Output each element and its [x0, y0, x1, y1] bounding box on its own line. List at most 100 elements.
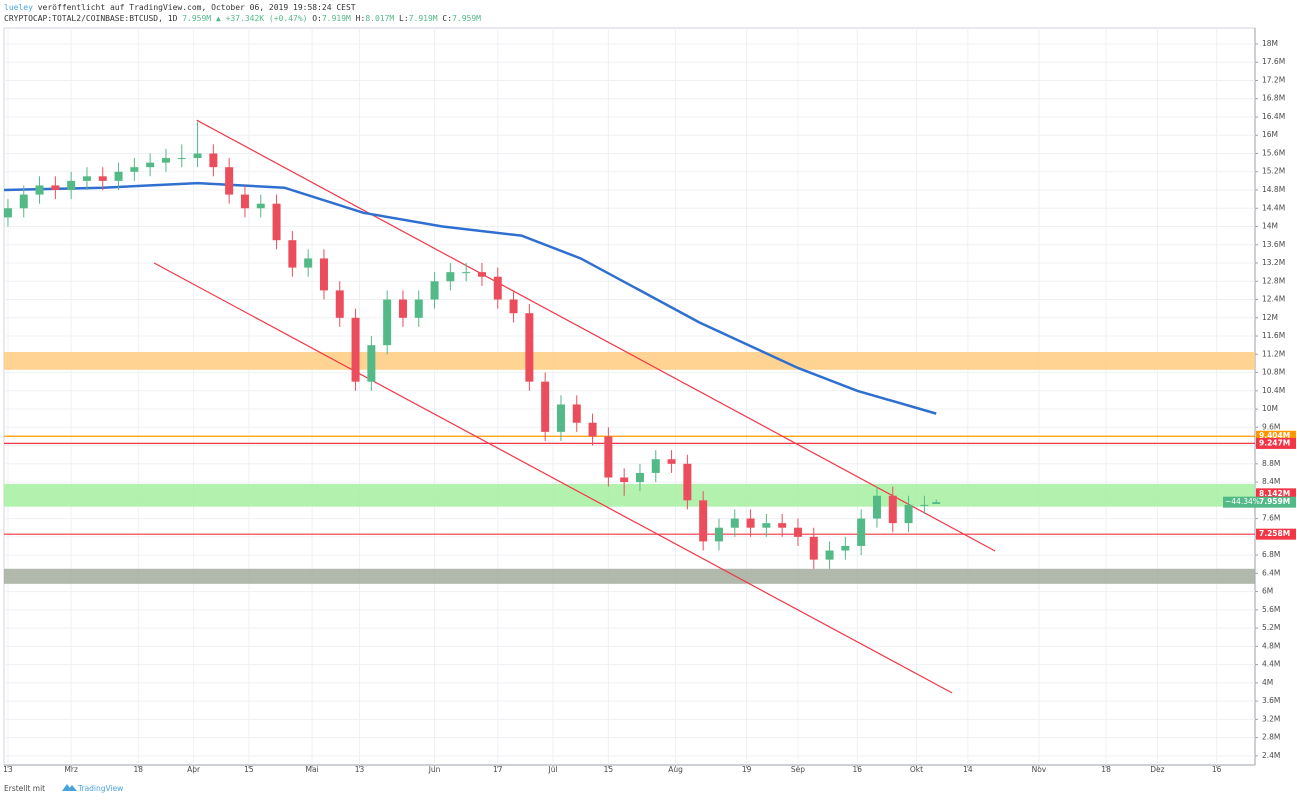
candle-body: [932, 502, 941, 505]
x-tick-label: Jul: [548, 765, 558, 774]
candle-body: [256, 203, 265, 209]
y-tick-label: 14.4M: [1262, 203, 1285, 212]
x-tick-label: Jun: [428, 765, 441, 774]
y-tick-label: 5.2M: [1262, 623, 1280, 632]
candle-body: [699, 500, 708, 542]
x-tick-label: 19: [742, 765, 752, 774]
c: 7.959M: [452, 14, 481, 23]
y-tick-label: 18M: [1262, 39, 1278, 48]
y-tick-label: 15.2M: [1262, 167, 1285, 176]
y-tick-label: 11.6M: [1262, 331, 1285, 340]
o: 7.919M: [321, 14, 351, 23]
candle-body: [351, 317, 360, 382]
x-tick-label: 16: [852, 765, 862, 774]
candle-body: [525, 313, 534, 382]
candle-body: [857, 518, 866, 546]
price-tag-label: 7.959M: [1259, 497, 1290, 506]
candle-body: [730, 518, 739, 528]
candle-body: [825, 550, 834, 560]
candle-body: [367, 345, 376, 382]
y-tick-label: 7.6M: [1262, 514, 1280, 523]
price-tag-label: 9.247M: [1259, 438, 1290, 447]
candle-body: [620, 477, 629, 483]
candle-body: [809, 536, 818, 560]
candle-body: [98, 176, 107, 181]
candle-body: [82, 176, 91, 181]
candle-body: [193, 153, 202, 159]
y-tick-label: 6.8M: [1262, 550, 1280, 559]
candle-body: [19, 194, 28, 209]
candle-body: [430, 281, 439, 300]
price-tag: [1256, 488, 1296, 500]
candle-body: [683, 463, 692, 501]
x-tick-label: Apr: [187, 765, 201, 774]
candle-body: [3, 208, 12, 218]
x-tick-label: Dez: [1150, 765, 1164, 774]
h: 8.017M: [365, 14, 395, 23]
y-tick-label: 4.8M: [1262, 641, 1280, 650]
candle-body: [872, 495, 881, 519]
x-tick-label: Okt: [910, 765, 923, 774]
candle-body: [130, 167, 139, 172]
candle-body: [398, 299, 407, 318]
price-tag: [1256, 528, 1296, 540]
y-tick-label: 14.8M: [1262, 185, 1285, 194]
candle-body: [604, 436, 613, 478]
tv-logo: [62, 784, 77, 791]
footer-text: Erstellt mit: [4, 784, 45, 793]
change: ▲ +37.342K (+0.47%): [215, 14, 308, 23]
candle-body: [793, 527, 802, 537]
change-tag-label: −44.34%: [1225, 497, 1260, 506]
candle-body: [35, 185, 44, 195]
candle-body: [635, 472, 644, 483]
candle-body: [67, 180, 76, 191]
y-tick-label: 10.8M: [1262, 368, 1285, 377]
price-tag-label: 8.142M: [1259, 489, 1290, 498]
candle-body: [177, 158, 186, 160]
candle-body: [51, 185, 60, 191]
y-tick-label: 17.6M: [1262, 57, 1285, 66]
price-tag-label: 7.258M: [1259, 529, 1290, 538]
candle-body: [414, 299, 423, 318]
x-tick-label: Nov: [1032, 765, 1047, 774]
y-tick-label: 11.2M: [1262, 349, 1285, 358]
trend-line: [153, 262, 953, 694]
candle-body: [651, 459, 660, 473]
y-tick-label: 3.2M: [1262, 714, 1280, 723]
y-tick-label: 16M: [1262, 130, 1278, 139]
x-tick-label: Sep: [791, 765, 805, 774]
y-tick-label: 13.6M: [1262, 240, 1285, 249]
x-tick-label: 14: [963, 765, 973, 774]
candle-body: [161, 158, 170, 163]
candle-body: [920, 504, 929, 506]
x-tick-label: Mrz: [64, 765, 78, 774]
candle-body: [209, 153, 218, 168]
y-tick-label: 17.2M: [1262, 75, 1285, 84]
h-label: H:: [355, 14, 366, 23]
x-tick-label: 18: [134, 765, 144, 774]
last: 7.959M: [182, 14, 212, 23]
x-tick-label: 13: [355, 765, 365, 774]
o-label: O:: [312, 14, 322, 23]
y-tick-label: 16.8M: [1262, 94, 1285, 103]
c-label: C:: [442, 14, 453, 23]
y-tick-label: 3.6M: [1262, 696, 1280, 705]
candle-body: [304, 258, 313, 268]
y-tick-label: 15.6M: [1262, 148, 1285, 157]
candle-body: [288, 240, 297, 268]
published: veröffentlicht auf TradingView.com, Octo…: [37, 3, 356, 12]
candle-body: [841, 545, 850, 551]
x-tick-label: 15: [244, 765, 254, 774]
y-tick-label: 10M: [1262, 404, 1278, 413]
candle-body: [714, 527, 723, 542]
symbol: CRYPTOCAP:TOTAL2/COINBASE:BTCUSD, 1D: [4, 14, 178, 23]
publish-line: lueley veröffentlicht auf TradingView.co…: [4, 3, 356, 12]
y-tick-label: 9.6M: [1262, 422, 1280, 431]
candle-body: [383, 299, 392, 346]
y-tick-label: 2.8M: [1262, 733, 1280, 742]
candle-body: [225, 167, 234, 195]
l-label: L:: [399, 14, 409, 23]
price-tag: [1256, 437, 1296, 449]
x-tick-label: Mai: [306, 765, 319, 774]
